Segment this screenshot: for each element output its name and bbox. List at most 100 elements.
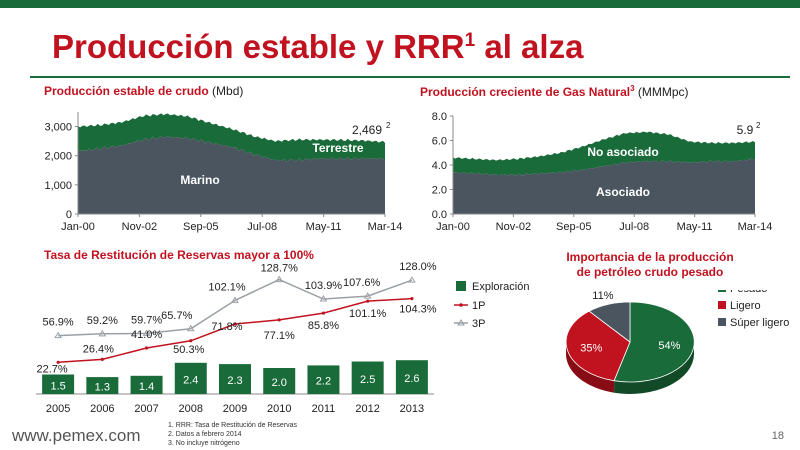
gas-production-chart: 0.0 2.0 4.0 6.0 8.0 Jan-00 Nov-02 Sep-05 Jul-08 M… — [432, 111, 773, 233]
page-number: 18 — [771, 430, 784, 442]
bar-exploracion — [130, 375, 163, 394]
end-value-label: 2,469 — [352, 123, 382, 137]
point-3p — [142, 329, 151, 336]
y-tick-label: 1,000 — [44, 180, 72, 192]
label-3p: 103.9% — [305, 280, 343, 292]
label-1p: 26.4% — [83, 343, 114, 355]
x-tick-label: 2011 — [312, 403, 336, 415]
series-label-marino: Marino — [180, 173, 219, 187]
heavy-crude-pie-chart: 54% 35% 11% Pesado Ligero Súper ligero — [565, 290, 789, 394]
bar-value-label: 1.5 — [50, 380, 65, 392]
legend-swatch-exploracion — [456, 281, 466, 291]
point-1p — [56, 360, 60, 364]
legend-swatch-ligero — [718, 301, 726, 309]
title-divider — [30, 76, 790, 78]
x-tick-label: 2012 — [355, 403, 379, 415]
point-1p — [189, 339, 193, 343]
pie-slice-súper-ligero — [588, 301, 631, 343]
x-tick-label: 2008 — [179, 403, 203, 415]
legend-marker-1p — [459, 303, 463, 307]
y-tick-label: 2,000 — [44, 151, 72, 163]
label-1p: 77.1% — [264, 330, 295, 342]
label-3p: 128.0% — [399, 262, 437, 273]
label-1p: 50.3% — [173, 344, 204, 356]
x-tick-label: Jan-00 — [61, 221, 95, 233]
label-3p: 59.2% — [87, 315, 118, 327]
legend-label: Súper ligero — [730, 317, 789, 329]
y-tick-label: 8.0 — [432, 111, 447, 123]
x-tick-label: Sep-05 — [183, 221, 218, 233]
point-3p — [231, 296, 239, 303]
pie-side-pesado — [614, 342, 694, 394]
point-1p — [100, 357, 104, 362]
x-tick-label: 2009 — [223, 403, 247, 415]
pie-chart-title: Importancia de la producción de petróleo… — [566, 250, 734, 279]
legend-label: Pesado — [730, 290, 767, 295]
series-label-no-asociado: No asociado — [587, 145, 658, 159]
point-3p — [54, 331, 62, 339]
legend-label: 1P — [472, 300, 485, 312]
x-tick-label: 2006 — [90, 403, 114, 415]
label-3p: 65.7% — [161, 310, 192, 322]
label-1p: 104.3% — [399, 304, 437, 316]
label-1p: 22.7% — [37, 363, 68, 375]
end-value-label: 5.9 — [737, 123, 754, 137]
footnotes: 1. RRR: Tasa de Restitución de Reservas … — [168, 421, 297, 448]
x-tick-label: May-11 — [306, 221, 342, 233]
label-3p: 56.9% — [43, 317, 74, 329]
x-tick-label: Jul-08 — [247, 221, 277, 233]
x-tick-label: May-11 — [677, 221, 713, 233]
bar-value-label: 2.2 — [316, 376, 331, 388]
x-tick-label: Jul-08 — [619, 221, 649, 233]
y-tick-label: 3,000 — [44, 122, 72, 134]
point-3p — [319, 294, 328, 302]
series-label-terrestre: Terrestre — [312, 141, 363, 155]
point-1p — [410, 297, 414, 301]
gas-chart-title: Producción creciente de Gas Natural3 (MM… — [420, 84, 689, 99]
label-3p: 102.1% — [208, 281, 246, 293]
rrr-chart-title: Tasa de Restitución de Reservas mayor a … — [44, 248, 314, 262]
point-1p — [233, 322, 237, 326]
website-url[interactable]: www.pemex.com — [12, 426, 141, 445]
line-series-3p — [58, 278, 413, 337]
label-1p: 101.1% — [349, 308, 387, 320]
crude-production-chart: 0 1,000 2,000 3,000 Jan-00 Nov-02 Sep-05 Jul-08… — [44, 112, 402, 233]
bar-exploracion — [263, 368, 296, 394]
crude-chart-title: Producción estable de crudo (Mbd) — [44, 84, 244, 98]
x-tick-label: Sep-05 — [556, 221, 591, 233]
area-series-asociado — [453, 158, 755, 214]
bar-exploracion — [42, 374, 75, 394]
y-tick-label: 2.0 — [432, 185, 447, 197]
bar-exploracion — [219, 364, 251, 394]
y-tick-label: 6.0 — [432, 136, 447, 148]
legend-label: Ligero — [730, 300, 761, 312]
pie-slice-pesado — [613, 301, 695, 383]
pie-slice-ligero — [565, 310, 631, 382]
label-1p: 41.0% — [131, 329, 162, 341]
x-tick-label: Jan-00 — [436, 221, 470, 233]
bar-value-label: 2.4 — [183, 374, 198, 386]
end-value-footnote-ref: 2 — [756, 121, 761, 130]
point-3p — [275, 275, 284, 283]
y-tick-label: 4.0 — [432, 160, 447, 172]
footnote: 2. Datos a febrero 2014 — [168, 431, 242, 438]
rrr-chart: 1.5 1.3 1.4 2.4 2.3 2.0 2.2 2.5 2.6 2005 2006 2007 2… — [36, 262, 529, 415]
label-1p: 71.8% — [211, 321, 242, 333]
bar-value-label: 1.3 — [95, 382, 110, 394]
page-title: Producción estable y RRR1 al alza — [52, 28, 584, 65]
end-value-footnote-ref: 2 — [386, 121, 391, 130]
legend-label: Exploración — [472, 281, 529, 293]
x-tick-label: Nov-02 — [122, 221, 157, 233]
x-tick-label: 2010 — [267, 403, 291, 415]
point-3p — [363, 292, 372, 299]
bar-value-label: 1.4 — [139, 381, 154, 393]
x-tick-label: 2007 — [134, 403, 158, 415]
pie-slice-label: 54% — [658, 340, 680, 352]
point-1p — [144, 346, 149, 350]
legend-swatch-súper-ligero — [718, 318, 726, 326]
point-3p — [408, 276, 416, 283]
bar-exploracion — [395, 360, 428, 394]
y-tick-label: 0.0 — [432, 209, 447, 221]
top-accent-bar — [0, 0, 800, 8]
label-3p: 107.6% — [343, 277, 381, 289]
